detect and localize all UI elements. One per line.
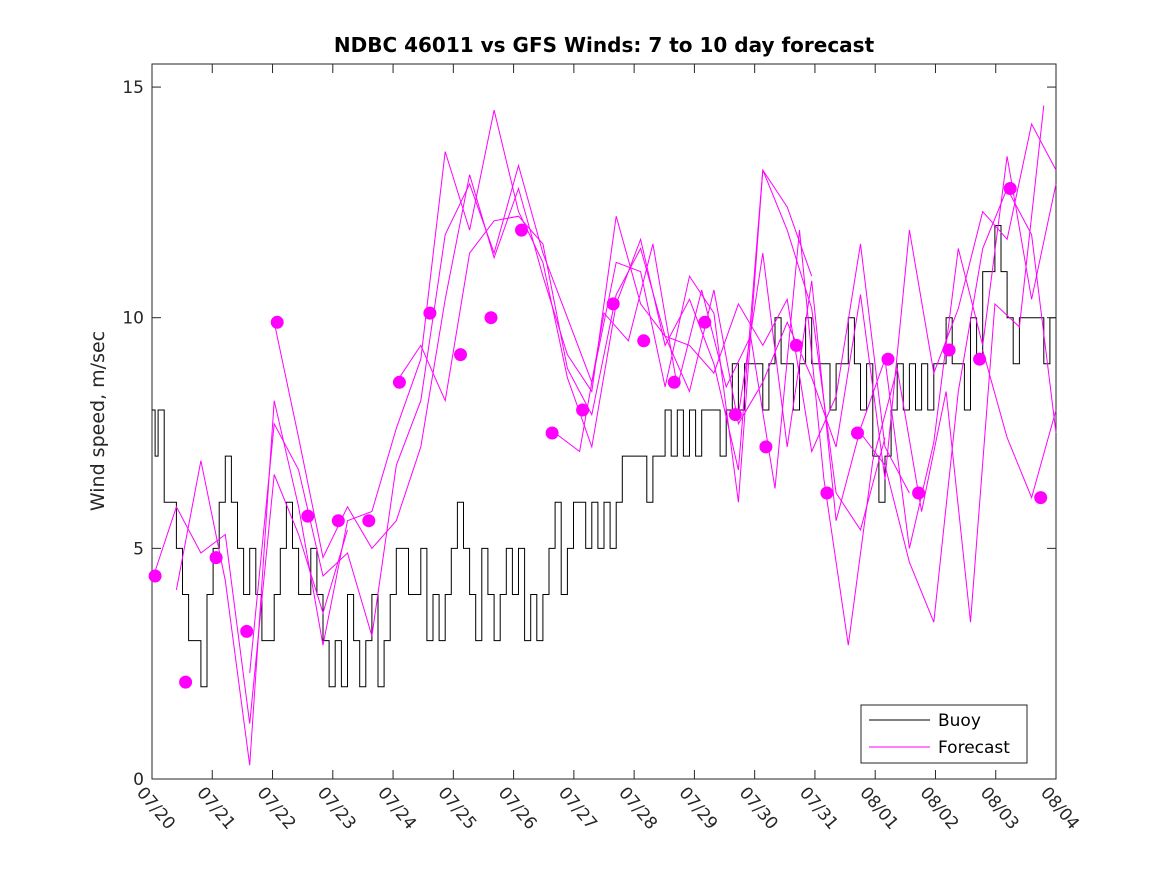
forecast-point bbox=[667, 375, 681, 389]
y-axis-ticks: 0 5 10 15 bbox=[122, 78, 1056, 790]
forecast-point bbox=[728, 408, 742, 422]
y-tick-label: 5 bbox=[133, 539, 144, 559]
forecast-point bbox=[912, 486, 926, 500]
forecast-line-7 bbox=[860, 187, 1057, 623]
buoy-series bbox=[152, 225, 1056, 688]
forecast-point bbox=[1034, 491, 1048, 505]
forecast-point bbox=[698, 315, 712, 329]
forecast-point bbox=[362, 514, 376, 528]
forecast-point bbox=[423, 306, 437, 320]
forecast-series bbox=[151, 105, 1057, 766]
chart-title: NDBC 46011 vs GFS Winds: 7 to 10 day for… bbox=[334, 33, 875, 57]
forecast-point bbox=[484, 311, 498, 325]
forecast-point bbox=[820, 486, 834, 500]
y-axis-label: Wind speed, m/sec bbox=[87, 331, 109, 511]
forecast-point bbox=[759, 440, 773, 454]
forecast-point bbox=[576, 403, 590, 417]
forecast-point bbox=[606, 297, 620, 311]
forecast-point bbox=[270, 315, 284, 329]
forecast-line-6 bbox=[737, 156, 1057, 549]
forecast-point bbox=[789, 338, 803, 352]
legend: Buoy Forecast bbox=[860, 704, 1028, 764]
forecast-point bbox=[331, 514, 345, 528]
forecast-point bbox=[301, 509, 315, 523]
forecast-line-0 bbox=[151, 474, 348, 724]
forecast-line-2 bbox=[249, 163, 886, 673]
forecast-line-3 bbox=[273, 174, 910, 560]
buoy-line bbox=[152, 225, 1056, 688]
forecast-point bbox=[545, 426, 559, 440]
forecast-point bbox=[637, 334, 651, 348]
forecast-point bbox=[392, 375, 406, 389]
forecast-point bbox=[881, 352, 895, 366]
forecast-point bbox=[1003, 182, 1017, 195]
y-tick-label: 10 bbox=[122, 309, 144, 329]
forecast-point bbox=[148, 569, 162, 583]
forecast-point bbox=[851, 426, 864, 440]
forecast-line-1 bbox=[175, 109, 813, 766]
y-tick-label: 0 bbox=[133, 770, 144, 790]
axes-box bbox=[151, 63, 1057, 780]
forecast-point bbox=[209, 551, 223, 565]
legend-box bbox=[860, 704, 1028, 764]
forecast-point bbox=[454, 348, 467, 362]
forecast-line-8 bbox=[982, 349, 1057, 500]
forecast-point bbox=[515, 223, 528, 237]
y-tick-label: 15 bbox=[122, 78, 144, 98]
legend-forecast-label: Forecast bbox=[938, 738, 1010, 758]
forecast-line-4 bbox=[395, 122, 1057, 480]
forecast-point bbox=[240, 624, 254, 638]
forecast-point bbox=[942, 343, 956, 357]
forecast-line-5 bbox=[554, 105, 1045, 646]
forecast-point bbox=[179, 675, 193, 689]
forecast-points bbox=[148, 182, 1048, 689]
legend-buoy-label: Buoy bbox=[938, 711, 981, 731]
forecast-point bbox=[973, 352, 987, 366]
